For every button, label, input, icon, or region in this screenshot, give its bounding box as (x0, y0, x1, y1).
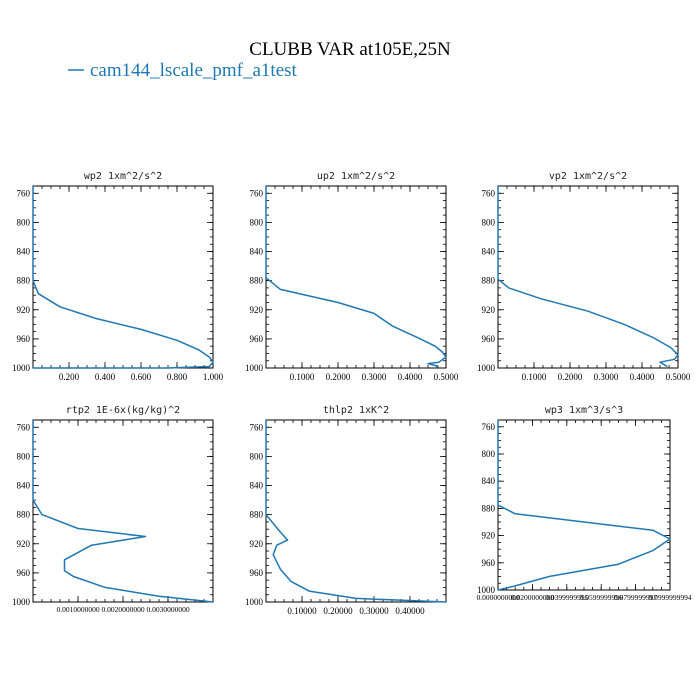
x-tick-label: 0.0010000000 (56, 605, 99, 614)
y-tick-label: 880 (17, 276, 31, 286)
y-tick-label: 800 (250, 217, 264, 227)
y-tick-label: 960 (17, 568, 31, 578)
series-line (265, 420, 447, 603)
y-tick-label: 800 (17, 451, 31, 461)
panel-5: thlp2 1xK^2 760 800 840 880 920 960 1000 0.10000… (245, 405, 447, 616)
y-tick-label: 920 (17, 539, 31, 549)
y-tick-label: 840 (250, 481, 264, 491)
x-tick-label: 0.800 (167, 372, 188, 382)
y-tick-label: 760 (250, 188, 264, 198)
x-tick-label: 0.0799999997 (614, 593, 657, 602)
panel-title: thlp2 1xK^2 (323, 405, 389, 416)
x-tick-label: 0.0599999996 (580, 593, 623, 602)
y-tick-label: 960 (482, 558, 496, 568)
y-tick-label: 760 (17, 188, 31, 198)
panel-title: wp2 1xm^2/s^2 (84, 171, 162, 182)
plot-frame (497, 185, 679, 369)
plot-frame (265, 419, 447, 603)
panel-2: up2 1xm^2/s^2 760 800 840 880 920 960 1000 0.100… (245, 171, 459, 382)
figure-title: CLUBB VAR at105E,25N (249, 39, 451, 60)
x-tick-label: 0.0999999994 (648, 593, 691, 602)
x-tick-label: 0.0000000000 (476, 593, 519, 602)
x-tick-label: 0.5000 (434, 372, 459, 382)
y-tick-label: 840 (482, 476, 496, 486)
y-tick-label: 880 (17, 510, 31, 520)
y-tick-label: 1000 (12, 597, 31, 607)
x-tick-label: 0.2000 (326, 372, 351, 382)
y-tick-label: 760 (482, 422, 496, 432)
y-tick-label: 760 (17, 422, 31, 432)
x-tick-label: 0.1000 (290, 372, 315, 382)
y-tick-label: 920 (482, 305, 496, 315)
series-line (497, 420, 671, 591)
y-tick-label: 1000 (245, 597, 264, 607)
y-tick-label: 1000 (12, 363, 31, 373)
y-tick-label: 880 (482, 276, 496, 286)
y-tick-label: 760 (482, 188, 496, 198)
x-tick-label: 0.4000 (630, 372, 655, 382)
x-tick-label: 0.0030000000 (146, 605, 189, 614)
panel-6: wp3 1xm^3/s^3 760 800 840 880 920 960 10000.000… (476, 405, 691, 602)
plot-frame (497, 419, 671, 591)
x-tick-label: 0.3000 (594, 372, 619, 382)
panel-title: wp3 1xm^3/s^3 (545, 405, 623, 416)
panel-4: rtp2 1E-6x(kg/kg)^2 760 800 840 880 920 960 100… (12, 405, 214, 614)
x-tick-label: 0.2000 (558, 372, 583, 382)
series-line (32, 420, 214, 603)
y-tick-label: 960 (250, 334, 264, 344)
y-tick-label: 920 (482, 531, 496, 541)
y-tick-label: 880 (250, 276, 264, 286)
panel-title: vp2 1xm^2/s^2 (549, 171, 627, 182)
x-tick-label: 0.0399999995 (545, 593, 588, 602)
x-tick-label: 0.20000 (323, 606, 353, 616)
x-tick-label: 0.600 (131, 372, 152, 382)
panels: wp2 1xm^2/s^2 760 800 840 880 920 960 1000 0.200… (12, 171, 692, 616)
x-tick-label: 0.400 (95, 372, 116, 382)
y-tick-label: 880 (482, 503, 496, 513)
panel-title: up2 1xm^2/s^2 (317, 171, 395, 182)
plot-frame (32, 419, 214, 603)
x-tick-label: 0.40000 (395, 606, 425, 616)
panel-3: vp2 1xm^2/s^2 760 800 840 880 920 960 1000 0.100… (477, 171, 691, 382)
y-tick-label: 1000 (477, 585, 496, 595)
series-line (265, 186, 447, 368)
y-tick-label: 760 (250, 422, 264, 432)
x-tick-label: 0.0020000000 (101, 605, 144, 614)
y-tick-label: 960 (482, 334, 496, 344)
y-tick-label: 920 (250, 539, 264, 549)
panel-title: rtp2 1E-6x(kg/kg)^2 (66, 405, 180, 416)
x-tick-label: 0.4000 (398, 372, 423, 382)
y-tick-label: 800 (250, 451, 264, 461)
y-tick-label: 840 (250, 247, 264, 257)
y-tick-label: 880 (250, 510, 264, 520)
y-tick-label: 800 (482, 449, 496, 459)
y-tick-label: 920 (17, 305, 31, 315)
y-tick-label: 840 (17, 247, 31, 257)
x-tick-label: 0.5000 (666, 372, 691, 382)
y-tick-label: 920 (250, 305, 264, 315)
x-tick-label: 0.10000 (287, 606, 317, 616)
x-tick-label: 0.3000 (362, 372, 387, 382)
y-tick-label: 800 (17, 217, 31, 227)
y-tick-label: 960 (17, 334, 31, 344)
y-tick-label: 1000 (245, 363, 264, 373)
x-tick-label: 0.1000 (522, 372, 547, 382)
series-line (32, 186, 214, 369)
plot-frame (265, 185, 447, 369)
y-tick-label: 960 (250, 568, 264, 578)
x-tick-label: 1.000 (203, 372, 224, 382)
y-tick-label: 840 (17, 481, 31, 491)
y-tick-label: 840 (482, 247, 496, 257)
legend-label: cam144_lscale_pmf_a1test (90, 60, 298, 81)
panel-1: wp2 1xm^2/s^2 760 800 840 880 920 960 1000 0.200… (12, 171, 224, 382)
x-tick-label: 0.200 (59, 372, 80, 382)
series-line (497, 186, 679, 368)
y-tick-label: 1000 (477, 363, 496, 373)
plot-frame (32, 185, 214, 369)
x-tick-label: 0.0200000000 (511, 593, 554, 602)
y-tick-label: 800 (482, 217, 496, 227)
x-tick-label: 0.30000 (359, 606, 389, 616)
